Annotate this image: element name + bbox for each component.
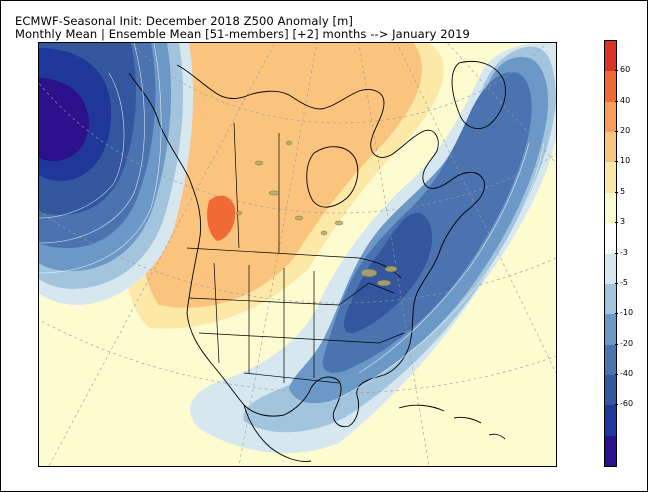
colorbar-tick-label: 40 — [620, 95, 631, 105]
colorbar-segment — [605, 71, 616, 103]
colorbar-segment — [605, 101, 616, 133]
colorbar-segment — [605, 41, 616, 72]
positive-anomaly-20 — [142, 43, 423, 308]
colorbar-tick — [615, 131, 618, 133]
colorbar-segment — [605, 192, 616, 224]
map-canvas — [39, 43, 556, 466]
colorbar-tick — [615, 313, 618, 315]
graticule — [39, 43, 556, 466]
hudson-bay — [306, 146, 359, 208]
colorbar-tick — [615, 191, 618, 193]
colorbar-tick-label: -5 — [620, 277, 628, 287]
political-borders — [186, 122, 405, 384]
caribbean-islands — [398, 404, 506, 440]
colorbar-tick-label: -10 — [620, 308, 634, 318]
colorbar-tick-label: -20 — [620, 338, 634, 348]
colorbar — [604, 40, 617, 467]
greenland — [451, 61, 506, 129]
colorbar-segment — [605, 132, 616, 163]
colorbar-tick-label: -60 — [620, 399, 634, 409]
colorbar-segment — [605, 314, 616, 346]
colorbar-tick — [615, 343, 618, 345]
colorbar-tick — [615, 100, 618, 102]
colorbar-tick-label: -3 — [620, 247, 628, 257]
colorbar-tick — [615, 404, 618, 406]
colorbar-tick-label: -40 — [620, 368, 634, 378]
colorbar-segment — [605, 374, 616, 406]
negative-anomaly-east-core — [343, 212, 433, 334]
figure-title: ECMWF-Seasonal Init: December 2018 Z500 … — [15, 14, 353, 28]
colorbar-tick — [615, 373, 618, 375]
positive-anomaly-40 — [207, 195, 236, 241]
negative-anomaly-pacific-core — [39, 78, 89, 161]
colorbar-segment — [605, 253, 616, 285]
colorbar-tick — [615, 161, 618, 163]
colorbar-segment — [605, 435, 616, 467]
colorbar-segment — [605, 283, 616, 315]
colorbar-tick — [615, 282, 618, 284]
colorbar-segment — [605, 162, 616, 194]
colorbar-tick-label: 10 — [620, 156, 631, 166]
colorbar-tick-label: 3 — [620, 217, 626, 227]
lakes — [235, 140, 398, 287]
colorbar-tick — [615, 222, 618, 224]
contour-lines — [39, 43, 545, 399]
colorbar-tick-label: 60 — [620, 65, 631, 75]
figure-subtitle: Monthly Mean | Ensemble Mean [51-members… — [15, 27, 470, 41]
colorbar-segment — [605, 405, 616, 437]
colorbar-tick — [615, 70, 618, 72]
mexico-central-america — [243, 404, 312, 462]
colorbar-segment — [605, 344, 616, 376]
colorbar-tick — [615, 252, 618, 254]
anomaly-map — [38, 42, 557, 467]
colorbar-tick-label: 5 — [620, 186, 626, 196]
colorbar-tick-label: 20 — [620, 126, 631, 136]
coastline — [128, 64, 485, 428]
colorbar-segment — [605, 223, 616, 254]
